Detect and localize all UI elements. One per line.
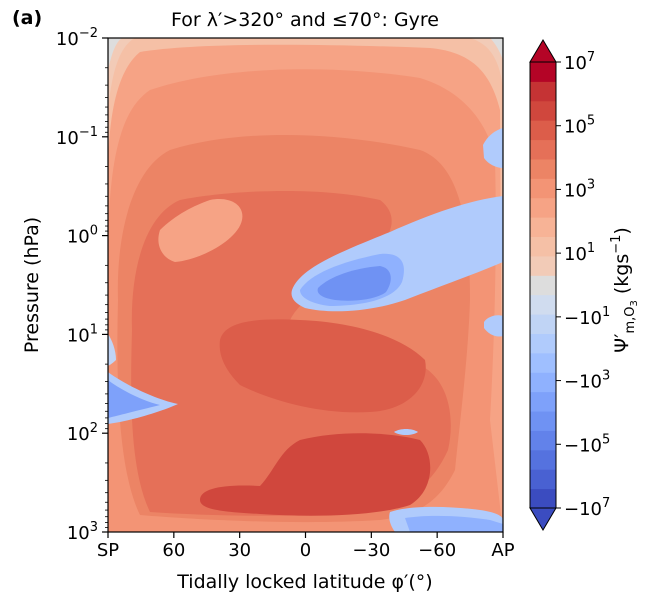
contour-band-neg-8 [405,515,503,532]
colorbar [529,39,557,531]
colorbar-band [530,197,556,218]
colorbar-band [530,430,556,451]
y-tick-label: 10−1 [56,125,98,149]
y-minor-ticks [105,67,108,528]
contour-band-neg-6 [108,334,116,366]
colorbar-tick-label: −107 [564,496,610,520]
colorbar-band [530,255,556,276]
colorbar-band [530,411,556,431]
y-tick-label: 100 [67,224,98,248]
colorbar-band [530,449,556,470]
colorbar-band [530,294,556,315]
x-tick-label: SP [97,540,119,561]
x-axis-label: Tidally locked latitude φ′(°) [176,571,432,593]
y-axis-ticks: 10−2 10−1 100 101 102 103 [56,26,108,544]
x-tick-label: −60 [418,540,456,561]
colorbar-extend-bottom [529,507,557,531]
colorbar-extend-top [529,39,557,63]
contour-band-pos-8 [200,433,431,516]
x-tick-label: 0 [300,540,311,561]
colorbar-ticks: 107 105 103 101 −101 −103 −105 −107 [556,50,610,520]
contour-field [108,38,503,532]
colorbar-band [530,100,556,121]
colorbar-band [530,333,556,354]
colorbar-tick-label: −103 [564,369,610,393]
colorbar-band [530,275,556,296]
colorbar-band [530,217,556,238]
colorbar-label: Ψ′m,O3(kgs−1) [609,227,640,353]
contour-band-neg-11 [394,429,418,435]
colorbar-tick-label: 101 [564,241,595,265]
colorbar-band [530,178,556,199]
x-tick-label: −30 [352,540,390,561]
y-tick-label: 102 [67,421,98,445]
y-tick-label: 103 [67,520,98,544]
colorbar-band [530,488,556,509]
y-tick-label: 101 [67,322,98,346]
colorbar-frame [529,61,557,509]
x-axis-ticks: SP 60 30 0 −30 −60 AP [97,532,515,561]
contour-band-neg-5 [108,380,160,418]
panel-label: (a) [12,7,42,29]
y-tick-label: 10−2 [56,26,98,50]
contour-band-neg-3 [317,266,391,301]
colorbar-tick-label: 107 [564,50,595,74]
x-tick-label: 30 [228,540,251,561]
colorbar-tick-label: −105 [564,432,610,456]
chart-title: For λ′>320° and ≤70°: Gyre [171,9,439,31]
colorbar-band [530,120,556,141]
colorbar-band [530,469,556,490]
colorbar-tick-label: 103 [564,177,595,201]
contour-band-pos-7 [219,319,426,413]
colorbar-band [530,62,556,82]
colorbar-band [530,352,556,373]
colorbar-band [530,314,556,334]
contour-band-pos-9 [158,199,243,262]
colorbar-band [530,372,556,393]
colorbar-tick-label: 105 [564,114,595,138]
colorbar-band [530,158,556,179]
colorbar-band [530,391,556,412]
contour-band-neg-10 [484,315,503,337]
y-axis-label: Pressure (hPa) [21,217,43,353]
x-tick-label: 60 [162,540,185,561]
x-tick-label: AP [491,540,514,561]
colorbar-tick-label: −101 [564,305,610,329]
colorbar-band [530,236,556,257]
colorbar-band [530,139,556,160]
contour-band-neg-9 [483,128,503,168]
colorbar-band [530,81,556,102]
